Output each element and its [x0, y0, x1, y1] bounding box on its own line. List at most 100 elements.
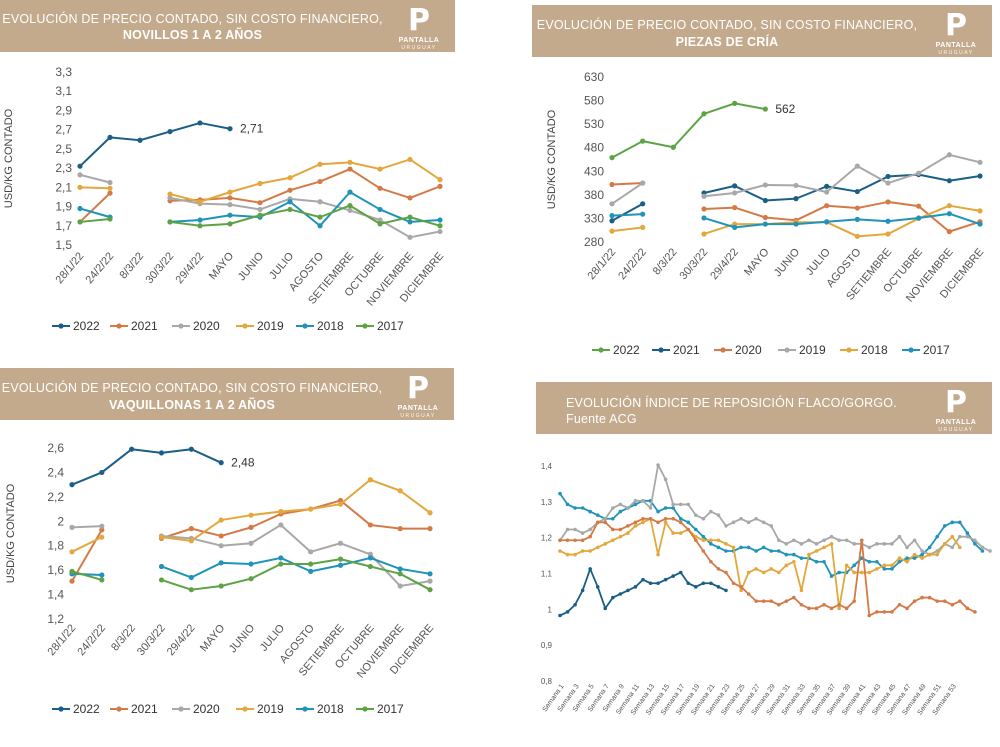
data-point — [724, 524, 728, 528]
series-line-2020 — [79, 173, 111, 184]
data-point — [769, 599, 774, 603]
data-point — [920, 595, 924, 600]
data-point — [565, 527, 570, 532]
data-point — [837, 602, 841, 607]
data-point — [693, 527, 698, 532]
chart-panel-piezas: EVOLUCIÓN DE PRECIO CONTADO, SIN COSTO F… — [500, 0, 1000, 370]
y-tick-label: 2,4 — [47, 465, 64, 479]
data-point — [558, 538, 562, 543]
data-point — [716, 538, 721, 543]
data-point — [565, 610, 570, 614]
data-point — [227, 221, 233, 227]
data-point — [641, 577, 645, 582]
data-point — [885, 199, 891, 205]
data-point — [897, 534, 902, 539]
data-point — [701, 549, 706, 553]
legend-marker — [178, 323, 184, 329]
data-point — [227, 189, 233, 195]
data-point — [935, 534, 939, 539]
chart-title-line2: Fuente ACG — [566, 412, 637, 426]
data-point — [337, 540, 344, 546]
data-point — [927, 545, 932, 550]
data-point — [950, 545, 955, 550]
data-point — [882, 610, 887, 614]
data-point — [197, 223, 203, 229]
legend-label: 2020 — [735, 343, 762, 357]
data-point — [437, 177, 443, 183]
data-point — [188, 446, 194, 452]
data-point — [792, 538, 796, 543]
data-point — [724, 570, 728, 575]
data-point — [701, 111, 707, 117]
data-point — [248, 524, 254, 530]
data-point — [397, 571, 403, 577]
legend-marker — [116, 323, 122, 329]
data-point — [158, 534, 165, 540]
data-point — [912, 556, 917, 560]
series-line-2019 — [71, 536, 103, 553]
data-point — [663, 506, 668, 510]
data-point — [942, 524, 947, 528]
series-line-2021 — [79, 192, 111, 223]
data-point — [875, 559, 879, 564]
data-point — [656, 509, 660, 514]
data-point — [367, 477, 373, 483]
data-point — [799, 602, 804, 607]
data-point — [129, 446, 135, 452]
data-point — [69, 482, 75, 488]
data-point — [397, 583, 403, 589]
data-point — [739, 516, 743, 521]
data-point — [158, 563, 165, 570]
line-chart-piezas: 280 330 380 430 480 530 580 630 USD/KG CONTADO 28… — [546, 70, 986, 357]
data-point — [397, 526, 403, 532]
chart-banner-reposicion: EVOLUCIÓN ÍNDICE DE REPOSICIÓN FLACO/GOR… — [536, 382, 992, 434]
data-point — [611, 538, 615, 543]
data-point — [920, 549, 924, 553]
data-point — [980, 545, 985, 550]
series-line-2020 — [611, 182, 643, 186]
series-line-2020 — [703, 200, 981, 233]
y-tick-label: 0,8 — [541, 677, 553, 686]
series-line-2020 — [71, 525, 102, 529]
x-tick-label: 24/2/22 — [84, 250, 117, 286]
data-point — [99, 523, 105, 529]
data-point — [656, 463, 660, 467]
data-point — [958, 545, 962, 550]
data-point — [885, 231, 891, 237]
data-point — [640, 224, 646, 230]
data-point — [580, 549, 585, 553]
data-point — [278, 522, 284, 528]
data-point — [724, 549, 728, 553]
data-point — [732, 204, 738, 211]
data-point — [905, 559, 909, 564]
data-point — [792, 552, 796, 557]
data-point — [588, 527, 592, 532]
data-point — [558, 613, 562, 618]
data-point — [99, 577, 105, 583]
pantalla-logo-icon: P — [945, 8, 967, 43]
y-axis-label: USD/KG CONTADO — [546, 109, 558, 209]
data-point — [724, 542, 728, 546]
y-tick-label: 380 — [584, 188, 604, 202]
data-point — [641, 499, 645, 503]
data-point — [257, 200, 263, 206]
data-point — [317, 214, 323, 220]
data-point — [278, 561, 284, 567]
data-point — [257, 180, 263, 187]
y-tick-label: 2,6 — [47, 441, 64, 455]
data-point — [973, 610, 977, 614]
data-point — [867, 613, 872, 618]
data-point — [618, 502, 623, 507]
data-point — [739, 545, 743, 550]
data-point — [885, 173, 891, 180]
legend-label: 2021 — [131, 702, 158, 716]
data-point — [977, 159, 983, 165]
data-point — [580, 531, 585, 535]
series-line-2022 — [611, 102, 766, 159]
data-point — [633, 524, 638, 528]
chart-banner-vaquillonas: EVOLUCIÓN DE PRECIO CONTADO, SIN COSTO F… — [0, 368, 454, 420]
y-tick-label: 1,2 — [541, 534, 553, 543]
x-tick-label: 8/3/22 — [109, 622, 138, 653]
series-line-2018 — [703, 204, 981, 238]
data-point — [829, 574, 834, 578]
